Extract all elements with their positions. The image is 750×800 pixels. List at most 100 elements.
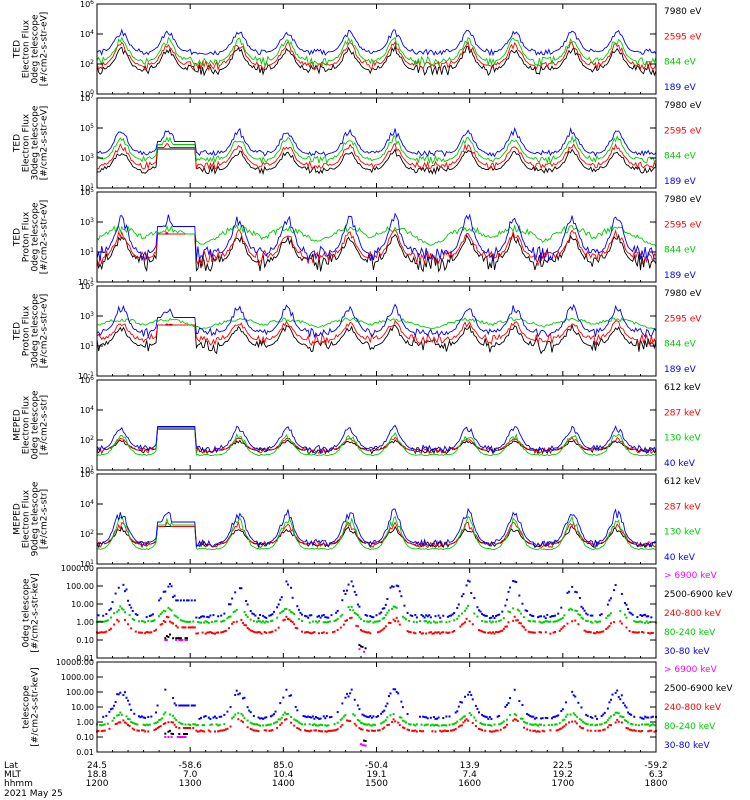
data-point [543, 724, 546, 727]
data-point [639, 620, 642, 623]
data-point [178, 639, 181, 641]
data-point [422, 715, 425, 718]
data-point [495, 620, 498, 623]
mlt-value: 18.8 [87, 770, 107, 780]
data-point [116, 714, 119, 717]
data-point [221, 729, 224, 732]
data-point [182, 704, 185, 707]
y-tick-label: 0.10 [76, 733, 94, 742]
data-point [260, 632, 263, 635]
data-point [361, 713, 364, 716]
data-point [381, 721, 384, 724]
data-point [383, 709, 386, 712]
data-point [226, 710, 229, 713]
data-point [193, 704, 196, 707]
series-4-3 [97, 317, 657, 330]
data-point [529, 729, 532, 732]
data-point [627, 727, 630, 730]
data-point [117, 620, 120, 623]
data-point [203, 615, 206, 618]
data-point [314, 724, 317, 727]
data-point [361, 630, 364, 633]
data-point [355, 624, 358, 627]
data-point [318, 717, 321, 720]
data-point [527, 713, 530, 716]
data-point [499, 630, 502, 633]
data-point [302, 715, 305, 718]
data-point [299, 611, 302, 614]
data-point [606, 626, 609, 629]
data-point [260, 717, 263, 720]
legend-entry: 2595 eV [664, 126, 702, 136]
data-point [176, 736, 179, 738]
data-point [384, 719, 387, 722]
data-point [164, 590, 167, 593]
data-point [184, 733, 187, 735]
data-point [380, 629, 383, 632]
data-point [218, 729, 221, 732]
data-point [608, 701, 611, 704]
data-point [554, 715, 557, 718]
data-point [401, 706, 404, 709]
data-point [184, 723, 187, 726]
data-point [206, 631, 209, 634]
data-point [589, 716, 592, 719]
data-point [294, 705, 297, 708]
data-point [540, 631, 543, 634]
data-point [361, 728, 364, 731]
data-point [462, 622, 465, 625]
data-point [622, 715, 625, 718]
data-point [488, 631, 491, 634]
data-point [437, 631, 440, 634]
data-point [392, 605, 395, 608]
data-point [582, 720, 585, 723]
data-point [186, 639, 189, 641]
data-point [170, 585, 173, 588]
data-point [369, 715, 372, 718]
data-point [119, 711, 122, 714]
series-3-4 [96, 212, 657, 262]
data-point [114, 592, 117, 595]
data-point [412, 631, 415, 634]
y-axis-label: TED Electron Flux 30deg telescope [#/cm2-s-… [13, 105, 50, 180]
data-point [549, 615, 552, 618]
data-point [173, 702, 176, 705]
data-point [232, 621, 235, 624]
data-point [349, 608, 352, 611]
data-point [541, 621, 544, 624]
data-point [547, 724, 550, 727]
data-point [479, 629, 482, 632]
data-point [184, 736, 187, 738]
data-point [133, 712, 136, 715]
data-point [235, 608, 238, 611]
data-point [560, 617, 563, 620]
data-point [550, 723, 553, 726]
data-point [403, 720, 406, 723]
data-point [178, 721, 181, 724]
data-point [623, 613, 626, 616]
data-point [647, 716, 650, 719]
lat-value: -59.2 [644, 761, 667, 771]
data-point [541, 729, 544, 732]
data-point [162, 590, 165, 593]
data-point [397, 692, 400, 695]
data-point [207, 729, 210, 732]
data-point [434, 717, 437, 720]
data-point [266, 620, 269, 623]
data-point [319, 730, 322, 733]
data-point [321, 614, 324, 617]
y-tick-label: 1000.00 [61, 673, 94, 682]
legend-entry: 130 keV [664, 528, 701, 538]
data-point [294, 626, 297, 629]
data-point [203, 730, 206, 733]
data-point [324, 616, 327, 619]
y-axis-label-line: 0deg telescope [31, 390, 41, 460]
data-point [454, 728, 457, 731]
data-point [518, 594, 521, 597]
data-point [491, 615, 494, 618]
mlt-value: 7.0 [183, 770, 198, 780]
data-point [633, 620, 636, 623]
data-point [464, 715, 467, 718]
data-point [639, 613, 642, 616]
data-point [296, 727, 299, 730]
